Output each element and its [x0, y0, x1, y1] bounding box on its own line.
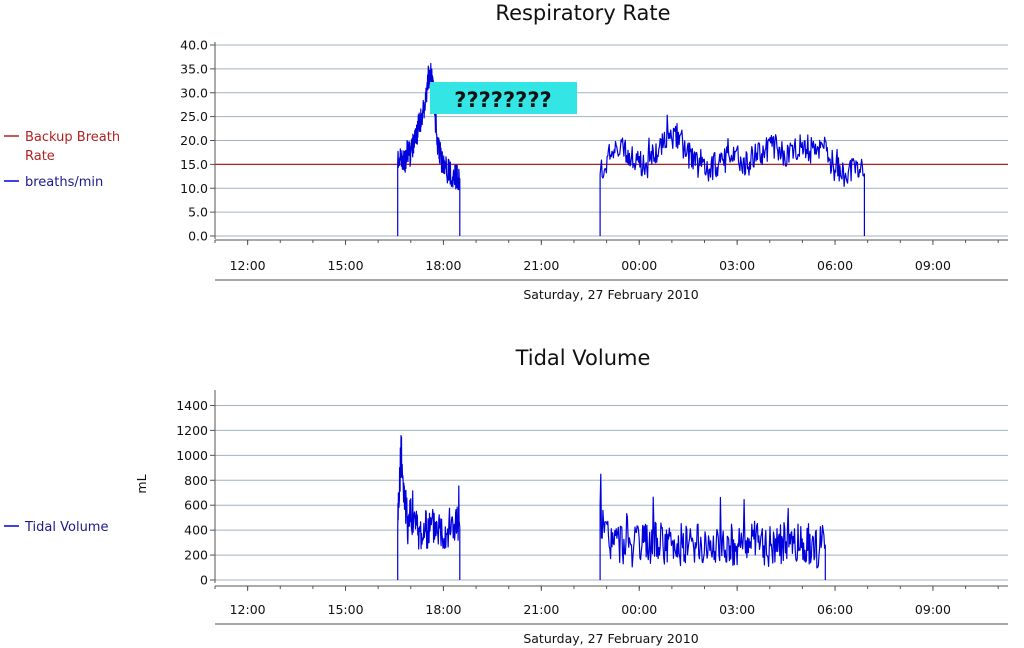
y-axis-label: mL: [134, 474, 149, 493]
x-tick-label: 15:00: [328, 602, 364, 617]
x-axis-label: Saturday, 27 February 2010: [523, 287, 698, 302]
series-line-segment: [397, 62, 461, 236]
y-tick-label: 15.0: [180, 157, 208, 172]
series-layer: [215, 62, 1008, 236]
chart-title: Respiratory Rate: [495, 1, 670, 25]
y-tick-label: 40.0: [180, 38, 208, 53]
x-axis-ticks: 12:00 15:00 18:00 21:00 00:00 03:00 06:00 09:00: [214, 239, 1008, 281]
grid: [215, 44, 1008, 237]
y-axis-ticks: 0 200 400 600 800 1000 1200 1400: [176, 390, 216, 588]
series-layer: [397, 435, 826, 580]
annotation-text: ????????: [454, 88, 551, 112]
x-tick-label: 18:00: [425, 602, 461, 617]
grid: [215, 404, 1008, 581]
annotation: ????????: [430, 82, 577, 114]
y-tick-label: 1200: [176, 423, 208, 438]
y-axis-ticks: 0.0 5.0 10.0 15.0 20.0 25.0 30.0 35.0 40.0: [180, 38, 216, 244]
y-tick-label: 10.0: [180, 181, 208, 196]
x-tick-label: 12:00: [230, 602, 266, 617]
y-tick-label: 600: [184, 498, 208, 513]
y-tick-label: 25.0: [180, 109, 208, 124]
y-tick-label: 400: [184, 523, 208, 538]
legend-label-backup-line1: Backup Breath: [25, 130, 120, 145]
x-tick-label: 00:00: [621, 602, 657, 617]
x-tick-label: 15:00: [328, 258, 364, 273]
respiratory-rate-chart: Respiratory Rate 0.0 5.0 10.0 15.0 20.0 25.0 3…: [4, 1, 1008, 302]
legend-label-breaths: breaths/min: [25, 175, 103, 190]
y-tick-label: 0: [200, 573, 208, 588]
series-line-segment: [599, 114, 865, 236]
series-line-segment: [599, 473, 826, 580]
y-tick-label: 1000: [176, 448, 208, 463]
y-tick-label: 1400: [176, 398, 208, 413]
x-tick-label: 12:00: [230, 258, 266, 273]
legend: Backup Breath Rate breaths/min: [4, 130, 120, 190]
y-tick-label: 20.0: [180, 133, 208, 148]
x-tick-label: 03:00: [719, 258, 755, 273]
legend-label-backup-line2: Rate: [25, 149, 55, 164]
x-tick-label: 03:00: [719, 602, 755, 617]
y-tick-label: 30.0: [180, 85, 208, 100]
x-tick-label: 06:00: [817, 258, 853, 273]
annotation-box: [430, 82, 577, 114]
y-tick-label: 200: [184, 548, 208, 563]
series-line-segment: [397, 435, 461, 580]
y-tick-label: 0.0: [188, 229, 208, 244]
legend: Tidal Volume: [4, 520, 108, 535]
x-tick-label: 09:00: [915, 258, 951, 273]
x-tick-label: 21:00: [523, 258, 559, 273]
legend-label-tidal: Tidal Volume: [24, 520, 108, 535]
chart-title: Tidal Volume: [515, 346, 651, 370]
tidal-volume-chart: Tidal Volume 0 200 400 600 800 1000 1200 1400 1…: [4, 346, 1008, 646]
x-tick-label: 06:00: [817, 602, 853, 617]
y-tick-label: 800: [184, 473, 208, 488]
x-tick-label: 21:00: [523, 602, 559, 617]
x-axis-label: Saturday, 27 February 2010: [523, 631, 698, 646]
x-axis-ticks: 12:00 15:00 18:00 21:00 00:00 03:00 06:00 09:00: [214, 585, 1008, 625]
y-tick-label: 5.0: [188, 205, 208, 220]
x-tick-label: 00:00: [621, 258, 657, 273]
y-tick-label: 35.0: [180, 61, 208, 76]
x-tick-label: 18:00: [425, 258, 461, 273]
x-tick-label: 09:00: [915, 602, 951, 617]
